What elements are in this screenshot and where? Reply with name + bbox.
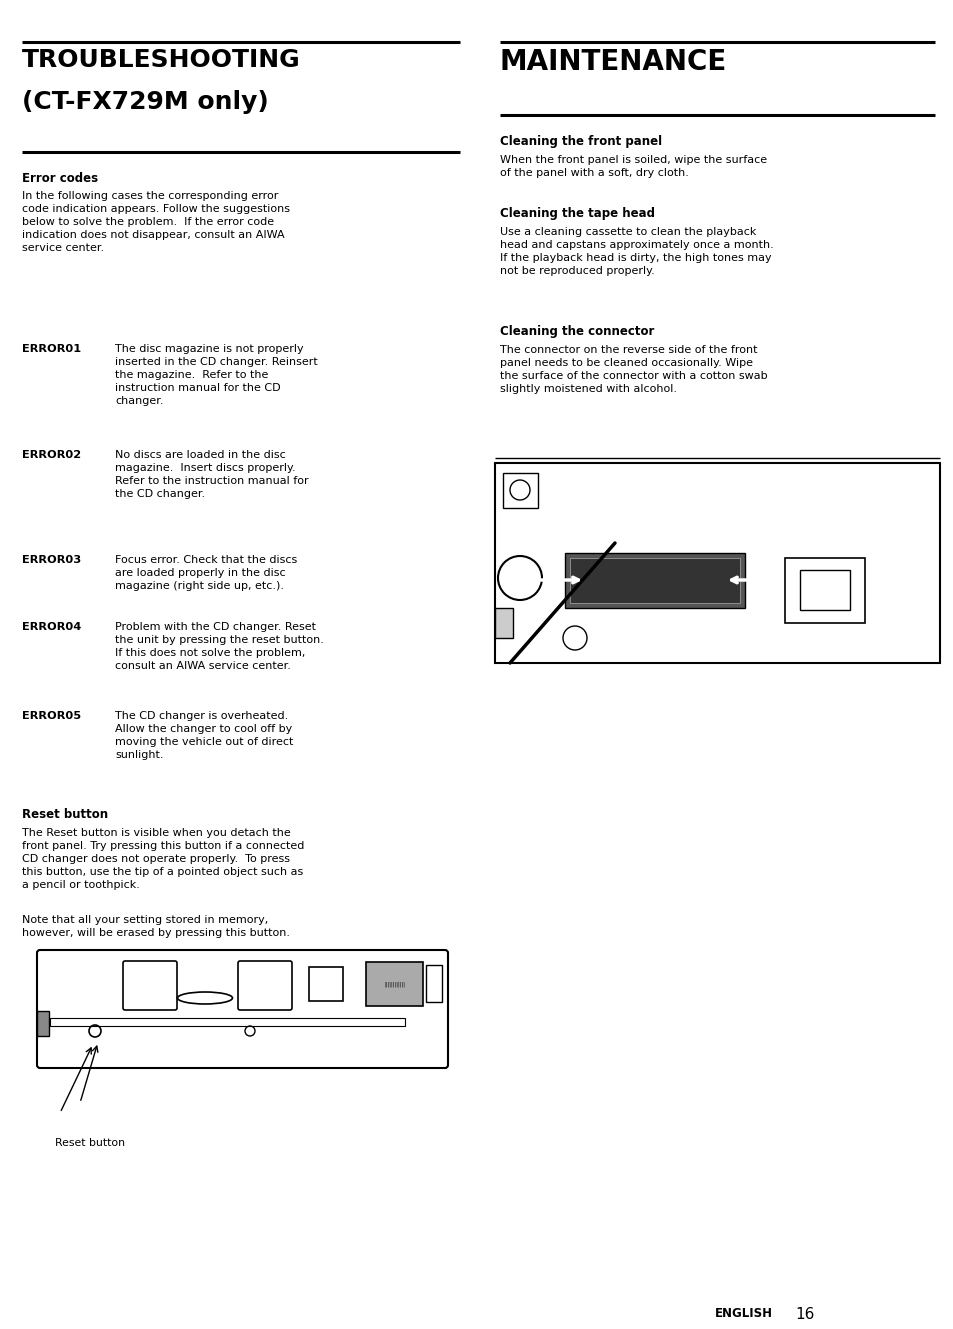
Text: MAINTENANCE: MAINTENANCE — [499, 48, 726, 76]
Text: 16: 16 — [794, 1306, 814, 1322]
FancyBboxPatch shape — [123, 961, 177, 1010]
Bar — [569, 558, 740, 603]
FancyBboxPatch shape — [309, 968, 343, 1001]
Text: Reset button: Reset button — [22, 808, 108, 821]
Text: ERROR04: ERROR04 — [22, 622, 81, 633]
FancyBboxPatch shape — [37, 950, 448, 1069]
Bar — [784, 558, 864, 623]
Text: Reset button: Reset button — [55, 1138, 125, 1148]
Text: The disc magazine is not properly
inserted in the CD changer. Reinsert
the magaz: The disc magazine is not properly insert… — [115, 344, 317, 407]
Bar — [502, 473, 537, 508]
Text: Cleaning the connector: Cleaning the connector — [499, 326, 654, 338]
Ellipse shape — [177, 991, 233, 1003]
Bar — [495, 607, 513, 638]
Text: Problem with the CD changer. Reset
the unit by pressing the reset button.
If thi: Problem with the CD changer. Reset the u… — [115, 622, 323, 671]
Text: Focus error. Check that the discs
are loaded properly in the disc
magazine (righ: Focus error. Check that the discs are lo… — [115, 556, 297, 591]
Text: (CT-FX729M only): (CT-FX729M only) — [22, 90, 269, 114]
Text: ERROR05: ERROR05 — [22, 711, 81, 722]
Bar — [800, 570, 849, 610]
Text: ENGLISH: ENGLISH — [714, 1306, 772, 1320]
FancyBboxPatch shape — [366, 962, 422, 1006]
Text: When the front panel is soiled, wipe the surface
of the panel with a soft, dry c: When the front panel is soiled, wipe the… — [499, 155, 766, 178]
Text: ERROR03: ERROR03 — [22, 556, 81, 565]
Text: The Reset button is visible when you detach the
front panel. Try pressing this b: The Reset button is visible when you det… — [22, 828, 304, 890]
FancyBboxPatch shape — [426, 965, 441, 1002]
Text: ||||||||||||: |||||||||||| — [384, 981, 405, 986]
Text: Note that all your setting stored in memory,
however, will be erased by pressing: Note that all your setting stored in mem… — [22, 914, 290, 938]
Bar — [50, 1018, 405, 1026]
Text: The connector on the reverse side of the front
panel needs to be cleaned occasio: The connector on the reverse side of the… — [499, 346, 767, 395]
Text: ERROR01: ERROR01 — [22, 344, 81, 354]
Text: No discs are loaded in the disc
magazine.  Insert discs properly.
Refer to the i: No discs are loaded in the disc magazine… — [115, 451, 309, 500]
Text: Use a cleaning cassette to clean the playback
head and capstans approximately on: Use a cleaning cassette to clean the pla… — [499, 227, 773, 276]
Bar — [37, 1011, 49, 1037]
Text: Cleaning the tape head: Cleaning the tape head — [499, 207, 655, 221]
Bar — [564, 553, 744, 607]
FancyBboxPatch shape — [237, 961, 292, 1010]
Text: In the following cases the corresponding error
code indication appears. Follow t: In the following cases the corresponding… — [22, 191, 290, 253]
Text: Cleaning the front panel: Cleaning the front panel — [499, 136, 661, 148]
Text: ERROR02: ERROR02 — [22, 451, 81, 460]
Text: TROUBLESHOOTING: TROUBLESHOOTING — [22, 48, 300, 72]
Bar — [495, 462, 939, 663]
Text: Error codes: Error codes — [22, 171, 98, 185]
Text: The CD changer is overheated.
Allow the changer to cool off by
moving the vehicl: The CD changer is overheated. Allow the … — [115, 711, 294, 760]
